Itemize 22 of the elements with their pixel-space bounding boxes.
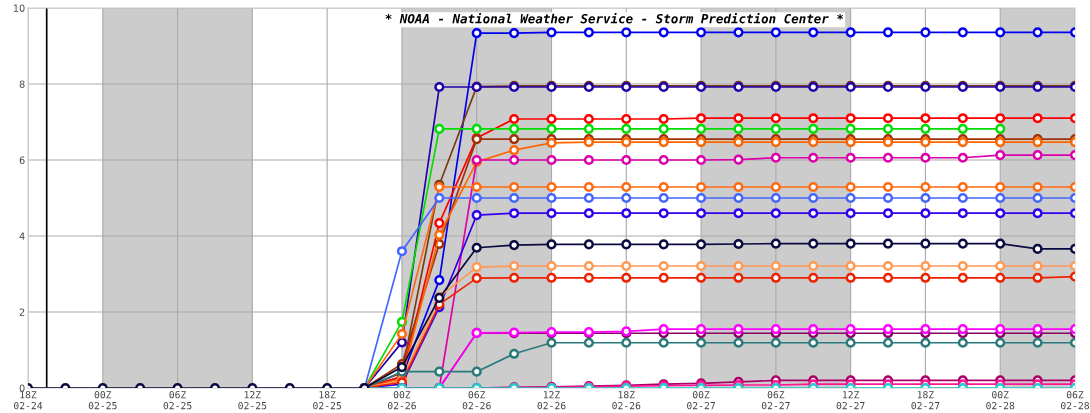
y-tick-label: 0 — [19, 384, 25, 392]
y-tick-label: 10 — [13, 4, 25, 12]
x-tick-label: 12Z 02-26 — [537, 391, 566, 410]
chart-title: * NOAA - National Weather Service - Storm Prediction Center * — [385, 13, 844, 24]
x-tick-label: 12Z 02-25 — [238, 391, 267, 410]
y-tick-label: 8 — [19, 80, 25, 88]
x-tick-label: 18Z 02-25 — [313, 391, 341, 410]
x-tick-label: 00Z 02-25 — [88, 391, 117, 410]
y-tick-label: 6 — [19, 156, 25, 164]
y-tick-label: 4 — [19, 232, 25, 240]
x-tick-label: 18Z 02-26 — [612, 391, 641, 410]
x-tick-label: 00Z 02-27 — [687, 391, 715, 410]
x-tick-label: 00Z 02-28 — [986, 391, 1015, 410]
y-tick-label: 2 — [19, 308, 25, 316]
x-tick-label: 06Z 02-25 — [163, 391, 192, 410]
x-tick-label: 12Z 02-27 — [836, 391, 865, 410]
x-tick-label: 00Z 02-26 — [387, 391, 416, 410]
x-tick-label: 18Z 02-24 — [14, 391, 43, 410]
x-tick-label: 06Z 02-27 — [761, 391, 790, 410]
x-tick-label: 18Z 02-27 — [911, 391, 940, 410]
x-tick-label: 06Z 02-28 — [1061, 391, 1090, 410]
x-tick-label: 06Z 02-26 — [462, 391, 491, 410]
